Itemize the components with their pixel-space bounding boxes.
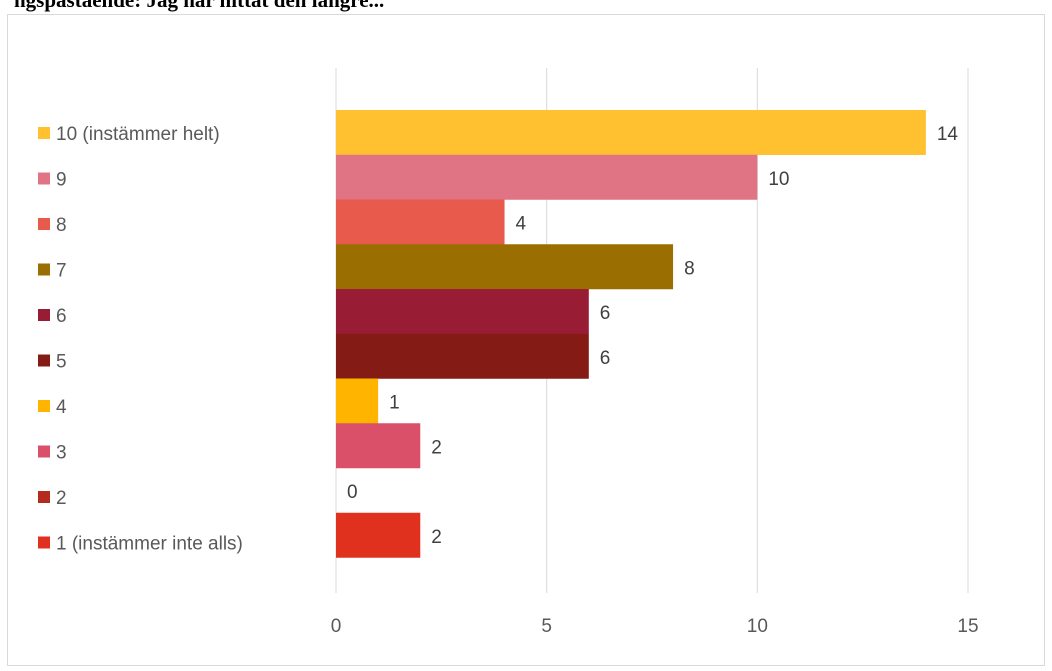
bar-2 [336, 199, 505, 245]
legend-label: 3 [56, 443, 67, 464]
bar-9 [336, 512, 421, 558]
bar-1 [336, 154, 758, 200]
data-label: 8 [684, 258, 695, 279]
x-tick-label: 5 [541, 616, 552, 637]
data-label: 10 [768, 169, 789, 190]
bar-3 [336, 244, 674, 290]
legend-swatch [38, 491, 50, 503]
legend-label: 9 [56, 170, 67, 191]
data-label: 4 [516, 214, 527, 235]
legend-label: 7 [56, 261, 67, 282]
x-tick-label: 0 [331, 616, 342, 637]
legend-swatch [38, 354, 50, 367]
legend-label: 2 [56, 488, 67, 509]
legend-label: 5 [56, 352, 67, 373]
x-tick-label: 10 [747, 616, 768, 637]
data-label: 0 [347, 482, 358, 503]
legend-label: 1 (instämmer inte alls) [56, 534, 243, 555]
data-label: 14 [937, 124, 959, 145]
bar-6 [336, 378, 379, 424]
legend-swatch [38, 536, 50, 549]
legend-label: 6 [56, 306, 67, 327]
data-label: 2 [431, 437, 442, 458]
bar-5 [336, 333, 589, 379]
data-label: 1 [389, 393, 400, 414]
legend-swatch [38, 400, 50, 412]
legend-swatch [38, 309, 50, 321]
legend-label: 4 [56, 397, 67, 418]
data-label: 2 [431, 527, 442, 548]
legend-swatch [38, 445, 50, 458]
legend-swatch [38, 127, 50, 139]
data-label: 6 [600, 303, 611, 324]
legend-label: 8 [56, 215, 67, 236]
data-label: 6 [600, 348, 611, 369]
bar-4 [336, 289, 589, 334]
legend-swatch [38, 263, 50, 276]
legend-label: 10 (instämmer helt) [56, 124, 220, 145]
x-tick-label: 15 [957, 616, 978, 637]
legend-swatch [38, 218, 50, 230]
page-title: ngspåstående: Jag har hittat den längre.… [14, 0, 385, 12]
bar-7 [336, 423, 421, 469]
bar-0 [336, 110, 926, 155]
legend-swatch [38, 172, 50, 185]
